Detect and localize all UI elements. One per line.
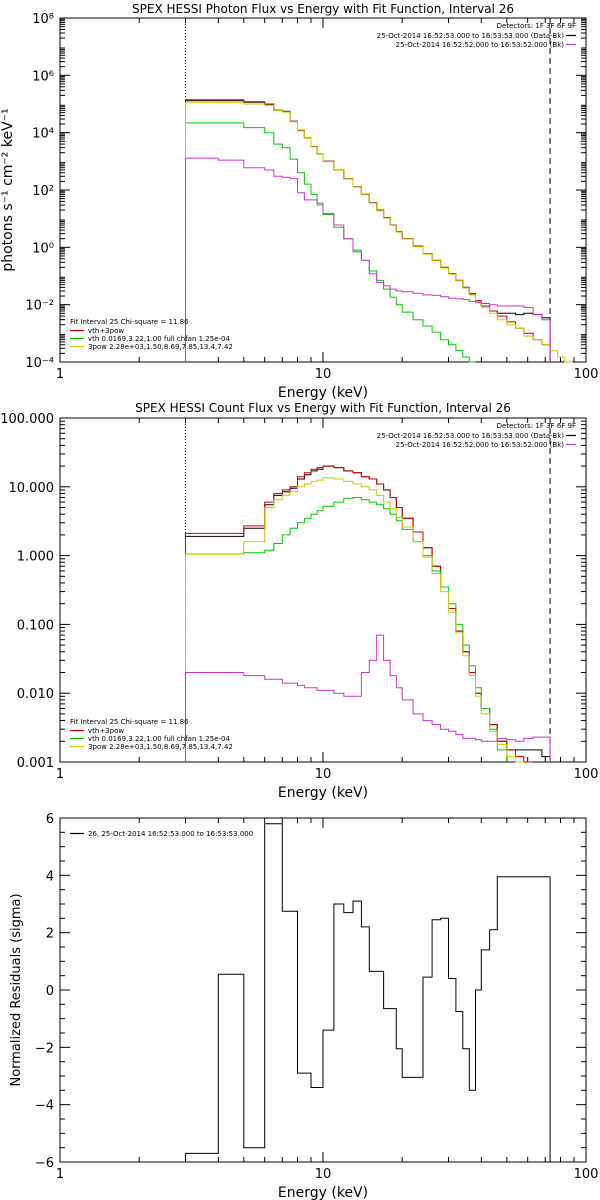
photon-flux-legend-bottom-entry: 3pow 2.28e+03,1.50,8.69,7.85,13.4,7.42 (88, 343, 233, 351)
residuals-ytick-label-3: 0 (46, 984, 54, 999)
count-flux-ytick-label-0: 0.001 (17, 756, 54, 771)
count-flux-xtick-label-10: 10 (315, 767, 332, 782)
residuals-legend-entry: 26, 25-Oct-2014 16:52:53.000 to 16:53:53… (88, 830, 253, 838)
photon-flux-series-bk (185, 157, 551, 362)
photon-flux-series-vth-3pow (185, 99, 551, 362)
photon-flux-xtick-label-10: 10 (315, 367, 332, 382)
photon-flux-axis-ticks: 1 10 100 10⁻⁴ 10⁻² 10⁰ 10² 10⁴ 10⁶ 10⁸ (25, 12, 598, 382)
count-flux-ytick-label-5: 100.000 (0, 412, 54, 427)
photon-flux-title: SPEX HESSI Photon Flux vs Energy with Fi… (132, 2, 514, 16)
photon-flux-plot-frame (59, 17, 587, 363)
photon-flux-xtick-label-100: 100 (574, 367, 599, 382)
count-flux-ytick-label-4: 10.000 (9, 481, 55, 496)
residuals-series-layer (185, 823, 551, 1162)
count-flux-ytick-label-3: 1.000 (17, 550, 54, 565)
photon-flux-legend-top: Detectors: 1F 3F 6F 9F 25-Oct-2014 16:52:… (377, 22, 576, 49)
photon-flux-ytick-label-0: 10⁻⁴ (25, 356, 54, 371)
photon-flux-legend-top-title: Detectors: 1F 3F 6F 9F (497, 22, 576, 30)
photon-flux-legend-top-entry: 25-Oct-2014 16:52:52.000 to 16:53:52.000… (396, 41, 565, 49)
photon-flux-legend-bottom-entry: vth 0.0169,3.22,1.00 full chfan 1.25e-04 (88, 335, 230, 343)
count-flux-series-3pow (185, 477, 524, 763)
residuals-series-26 (185, 823, 551, 1162)
residuals-ytick-label-2: −2 (35, 1041, 54, 1056)
count-flux-ytick-label-1: 0.010 (17, 687, 54, 702)
count-flux-legend-bottom-entry: vth 0.0169,3.22,1.00 full chfan 1.25e-04 (88, 735, 230, 743)
residuals-legend: 26, 25-Oct-2014 16:52:53.000 to 16:53:53… (70, 830, 253, 838)
residuals-ylabel: Normalized Residuals (sigma) (9, 893, 24, 1086)
residuals-ytick-label-5: 4 (46, 869, 54, 884)
count-flux-series-data-bk (185, 465, 551, 762)
photon-flux-legend-top-entry: 25-Oct-2014 16:52:53.000 to 16:53:53.000… (377, 32, 565, 40)
count-flux-xtick-label-1: 1 (56, 767, 64, 782)
count-flux-xtick-label-100: 100 (574, 767, 599, 782)
photon-flux-ytick-label-5: 10⁶ (32, 69, 54, 84)
residuals-plot-frame (59, 817, 587, 1163)
count-flux-vlines (184, 418, 551, 762)
photon-flux-series-3pow (185, 102, 573, 363)
photon-flux-vlines (184, 18, 551, 362)
count-flux-legend-bottom-title: Fit Interval 25 Chi-square = 11.86 (70, 718, 189, 726)
count-flux-series-vth (185, 497, 508, 762)
photon-flux-ytick-label-2: 10⁰ (32, 241, 54, 256)
count-flux-axis-ticks: 1 10 100 0.001 0.010 0.100 1.000 10.000 100.000 (0, 412, 598, 782)
photon-flux-legend-bottom-entry: vth+3pow (88, 327, 124, 335)
count-flux-legend-bottom-entry: 3pow 2.28e+03,1.50,8.69,7.85,13.4,7.42 (88, 743, 233, 751)
count-flux-legend-top-title: Detectors: 1F 3F 6F 9F (497, 422, 576, 430)
residuals-xtick-label-1: 1 (56, 1167, 64, 1182)
count-flux-legend-bottom-entry: vth+3pow (88, 727, 124, 735)
count-flux-panel: SPEX HESSI Count Flux vs Energy with Fit… (0, 401, 598, 801)
residuals-xlabel: Energy (keV) (278, 1185, 368, 1200)
residuals-ytick-label-6: 6 (46, 812, 54, 827)
residuals-panel: Energy (keV) Normalized Residuals (sigma… (9, 812, 598, 1200)
count-flux-legend-top: Detectors: 1F 3F 6F 9F 25-Oct-2014 16:52:… (377, 422, 576, 449)
photon-flux-ylabel: photons s⁻¹ cm⁻² keV⁻¹ (0, 108, 16, 271)
photon-flux-ytick-label-1: 10⁻² (25, 299, 54, 314)
count-flux-xlabel: Energy (keV) (278, 785, 368, 801)
photon-flux-xtick-label-1: 1 (56, 367, 64, 382)
count-flux-series-vth-3pow (185, 465, 534, 763)
residuals-ytick-label-4: 2 (46, 927, 54, 942)
residuals-ytick-label-1: −4 (35, 1099, 54, 1114)
photon-flux-ytick-label-6: 10⁸ (32, 12, 54, 27)
count-flux-series-layer (185, 465, 551, 763)
photon-flux-ytick-label-3: 10² (32, 184, 54, 199)
photon-flux-legend-bottom: Fit Interval 25 Chi-square = 11.86vth+3p… (70, 318, 233, 351)
photon-flux-xlabel: Energy (keV) (278, 385, 368, 401)
count-flux-title: SPEX HESSI Count Flux vs Energy with Fit… (135, 401, 511, 415)
photon-flux-series-layer (185, 99, 573, 363)
photon-flux-series-data-bk (185, 100, 551, 362)
count-flux-ytick-label-2: 0.100 (17, 618, 54, 633)
photon-flux-legend-bottom-title: Fit Interval 25 Chi-square = 11.86 (70, 318, 189, 326)
count-flux-legend-bottom: Fit Interval 25 Chi-square = 11.86vth+3p… (70, 718, 233, 751)
residuals-xtick-label-100: 100 (574, 1167, 599, 1182)
photon-flux-panel: SPEX HESSI Photon Flux vs Energy with Fi… (0, 2, 598, 401)
count-flux-legend-top-entry: 25-Oct-2014 16:52:53.000 to 16:53:53.000… (377, 432, 565, 440)
count-flux-legend-top-entry: 25-Oct-2014 16:52:52.000 to 16:53:52.000… (396, 441, 565, 449)
photon-flux-series-vth (185, 122, 476, 363)
residuals-ytick-label-0: −6 (35, 1156, 54, 1171)
photon-flux-ytick-label-4: 10⁴ (32, 127, 54, 142)
residuals-axis-ticks: 1 10 100 −6 −4 −2 0 2 4 6 (35, 812, 599, 1182)
count-flux-series-bk (185, 634, 551, 762)
residuals-xtick-label-10: 10 (315, 1167, 332, 1182)
